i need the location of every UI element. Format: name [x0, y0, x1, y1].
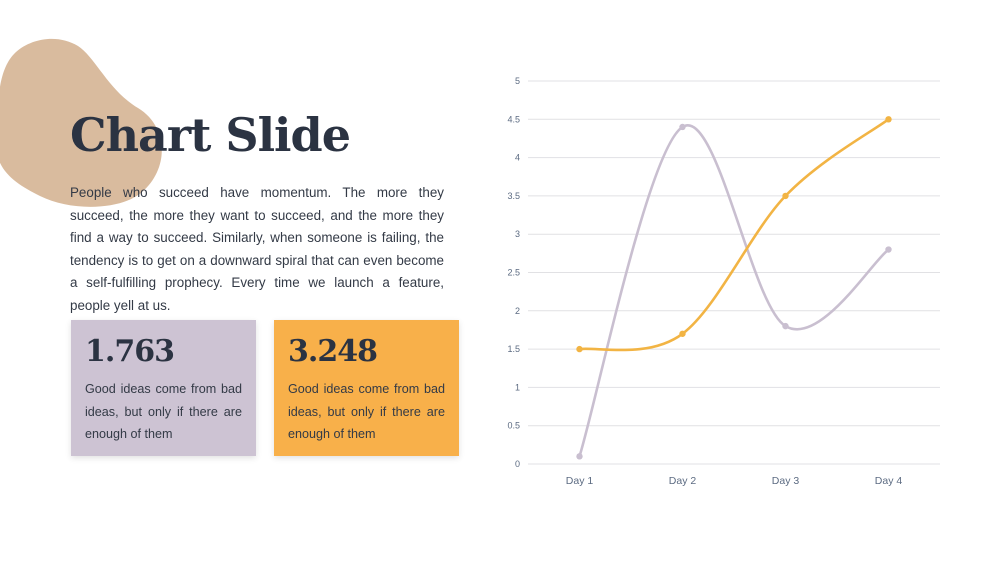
y-tick-label: 4.5 — [507, 114, 520, 124]
slide-title: Chart Slide — [70, 108, 351, 162]
series-2-point — [782, 192, 789, 200]
slide-body-text: People who succeed have momentum. The mo… — [70, 185, 444, 313]
series-1-point — [576, 453, 583, 460]
series-1-line — [578, 124, 890, 458]
y-tick-label: 1.5 — [507, 344, 520, 354]
stat-card-1: 1.763 Good ideas come from bad ideas, bu… — [71, 320, 256, 456]
series-2-point — [576, 345, 583, 353]
stat-card-1-text: Good ideas come from bad ideas, but only… — [85, 382, 242, 441]
y-tick-label: 2 — [515, 306, 520, 316]
stat-card-2-value: 3.248 — [288, 334, 378, 369]
y-tick-label: 2.5 — [507, 268, 520, 278]
y-tick-label: 4 — [515, 153, 520, 163]
stat-card-2: 3.248 Good ideas come from bad ideas, bu… — [274, 320, 459, 456]
decorative-blob — [0, 38, 162, 207]
stat-card-1-value: 1.763 — [85, 334, 175, 369]
blob-shape — [0, 38, 162, 207]
x-tick-label: Day 2 — [669, 475, 697, 487]
series-2-line — [578, 118, 890, 352]
series-1-point — [782, 322, 789, 330]
line-chart: 0 0.5 1 1.5 2 2.5 3 3.5 4 4.5 5 Day 1 Day 2 Day 3 Day … — [507, 76, 940, 487]
y-tick-label: 1 — [515, 382, 520, 392]
stat-card-2-text: Good ideas come from bad ideas, but only… — [288, 382, 445, 441]
y-tick-label: 3.5 — [507, 191, 520, 201]
series-1-point — [885, 246, 892, 253]
series-2-point — [679, 330, 686, 337]
y-tick-label: 5 — [515, 76, 520, 86]
y-tick-label: 0 — [515, 459, 520, 469]
x-tick-label: Day 1 — [566, 475, 594, 487]
series-2-point — [885, 116, 892, 123]
x-tick-label: Day 3 — [772, 475, 800, 487]
series-1-point — [679, 123, 686, 131]
x-tick-label: Day 4 — [875, 475, 903, 487]
y-tick-label: 3 — [515, 229, 520, 239]
y-tick-label: 0.5 — [507, 421, 520, 431]
